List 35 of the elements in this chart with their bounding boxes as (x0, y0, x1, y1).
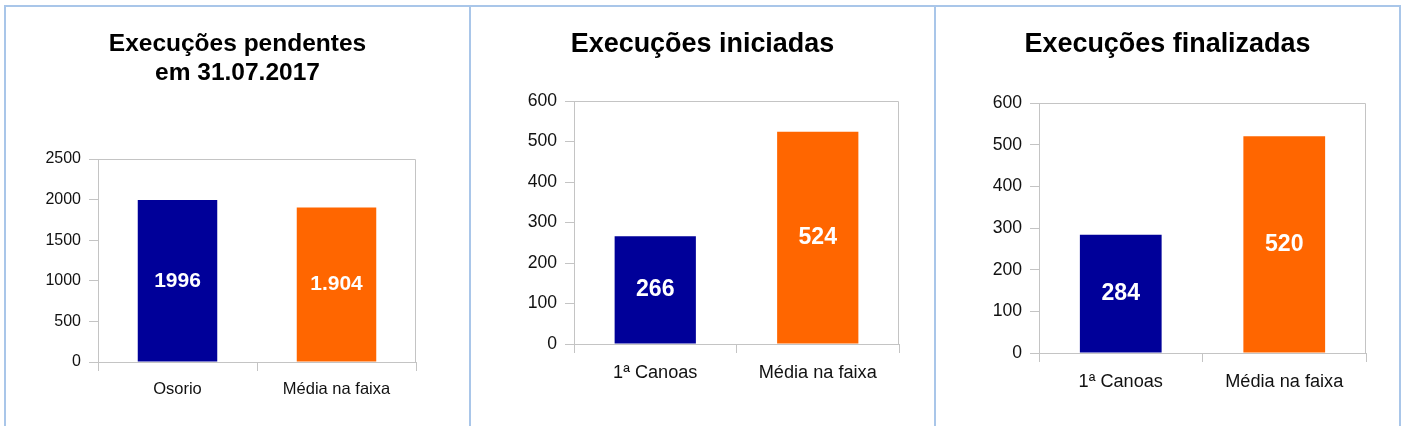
y-tick-label: 200 (992, 258, 1023, 279)
y-tick-label: 1000 (45, 271, 82, 289)
y-tick-label: 600 (527, 89, 558, 110)
y-tick-label: 400 (527, 170, 558, 191)
y-tick-label: 2500 (45, 149, 82, 167)
y-tick-label: 0 (547, 332, 558, 353)
y-tick-label: 500 (54, 311, 82, 329)
y-tick-label: 2000 (45, 190, 82, 208)
x-tick-label: 1ª Canoas (613, 361, 698, 382)
data-label: 524 (798, 223, 838, 250)
y-tick-label: 1500 (45, 230, 82, 248)
y-tick-label: 500 (992, 133, 1023, 154)
y-tick-label: 100 (992, 300, 1023, 321)
x-tick-label: 1ª Canoas (1078, 370, 1163, 391)
y-tick-label: 400 (992, 175, 1023, 196)
x-tick-label: Média na faixa (282, 379, 391, 398)
x-tick-label: Osorio (153, 379, 202, 398)
chart-title: Execuções iniciadas (569, 28, 836, 60)
chart-title: Execuções finalizadas (1023, 28, 1312, 60)
y-tick-label: 500 (527, 130, 558, 151)
data-label: 1996 (154, 267, 201, 291)
chart-title: Execuções pendentes em 31.07.2017 (107, 28, 368, 86)
x-tick-label: Média na faixa (758, 361, 878, 382)
y-tick-label: 100 (527, 292, 558, 313)
y-tick-label: 300 (527, 211, 558, 232)
x-tick-label: Média na faixa (1225, 370, 1345, 391)
y-tick-label: 300 (992, 216, 1023, 237)
data-label: 520 (1264, 229, 1304, 256)
y-tick-label: 600 (992, 91, 1023, 112)
data-label: 284 (1101, 278, 1141, 305)
y-tick-label: 0 (1012, 341, 1023, 362)
data-label: 266 (635, 275, 675, 302)
y-tick-label: 0 (72, 352, 82, 370)
y-tick-label: 200 (527, 251, 558, 272)
data-label: 1.904 (310, 271, 364, 295)
